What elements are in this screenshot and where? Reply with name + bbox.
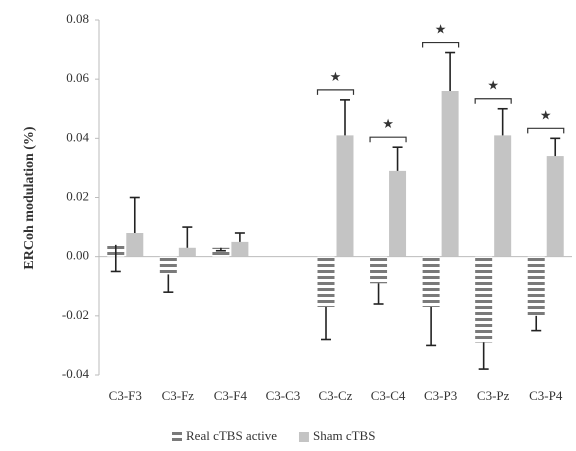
- bar: [159, 256, 177, 275]
- error-bar: [550, 137, 561, 157]
- bar: [231, 241, 249, 257]
- x-tick-label: C3-F3: [109, 388, 142, 403]
- y-tick-label: 0.06: [66, 70, 89, 85]
- error-bar: [234, 232, 245, 242]
- bar: [546, 156, 564, 257]
- error-bar: [426, 306, 437, 347]
- bar: [475, 256, 493, 343]
- x-tick-label: C3-F4: [214, 388, 248, 403]
- bar: [317, 256, 335, 307]
- x-tick-label: C3-Cz: [319, 388, 353, 403]
- y-tick-label: -0.04: [62, 366, 90, 381]
- error-bar: [129, 196, 140, 233]
- x-tick-label: C3-P3: [424, 388, 457, 403]
- y-axis-label: ERCoh modulation (%): [22, 126, 37, 269]
- error-bar: [531, 315, 542, 332]
- error-bar: [478, 342, 489, 370]
- bar: [178, 247, 196, 257]
- significance-bracket: [474, 98, 512, 104]
- error-bar: [321, 306, 331, 341]
- y-tick-label: 0.08: [66, 11, 89, 26]
- significance-star: ★: [435, 22, 447, 37]
- bar: [370, 256, 388, 284]
- significance-bracket: [369, 136, 407, 143]
- error-bar: [215, 247, 226, 252]
- bar: [126, 233, 144, 257]
- error-bar: [373, 283, 384, 305]
- bar: [441, 91, 459, 257]
- bar: [336, 135, 354, 257]
- error-bar: [497, 107, 508, 136]
- legend-swatch: [298, 432, 309, 442]
- significance-bracket: [422, 41, 460, 48]
- error-bar: [445, 51, 456, 91]
- error-bar: [392, 146, 403, 171]
- x-tick-label: C3-C4: [371, 388, 406, 403]
- legend-label: Sham cTBS: [313, 428, 375, 443]
- error-bar: [340, 99, 350, 136]
- bar: [212, 247, 230, 257]
- x-tick-label: C3-Pz: [477, 388, 510, 403]
- y-tick-label: 0.04: [66, 129, 89, 144]
- significance-bracket: [527, 127, 565, 134]
- significance-bracket: [316, 89, 355, 95]
- error-bar: [110, 244, 121, 273]
- y-tick-label: 0.00: [66, 248, 89, 263]
- significance-star: ★: [540, 107, 552, 122]
- bar: [389, 170, 407, 257]
- significance-star: ★: [382, 116, 394, 131]
- y-tick-label: -0.02: [62, 307, 89, 322]
- legend-label: Real cTBS active: [186, 428, 277, 443]
- error-bar: [182, 226, 193, 248]
- y-tick-label: 0.02: [66, 188, 89, 203]
- x-tick-label: C3-P4: [529, 388, 563, 403]
- x-tick-label: C3-C3: [266, 388, 301, 403]
- significance-star: ★: [487, 78, 499, 93]
- significance-star: ★: [330, 69, 342, 84]
- bar: [422, 256, 440, 307]
- bar: [494, 135, 512, 257]
- x-tick-label: C3-Fz: [162, 388, 195, 403]
- bar: [527, 256, 545, 316]
- legend-swatch: [172, 432, 182, 442]
- error-bar: [163, 274, 174, 293]
